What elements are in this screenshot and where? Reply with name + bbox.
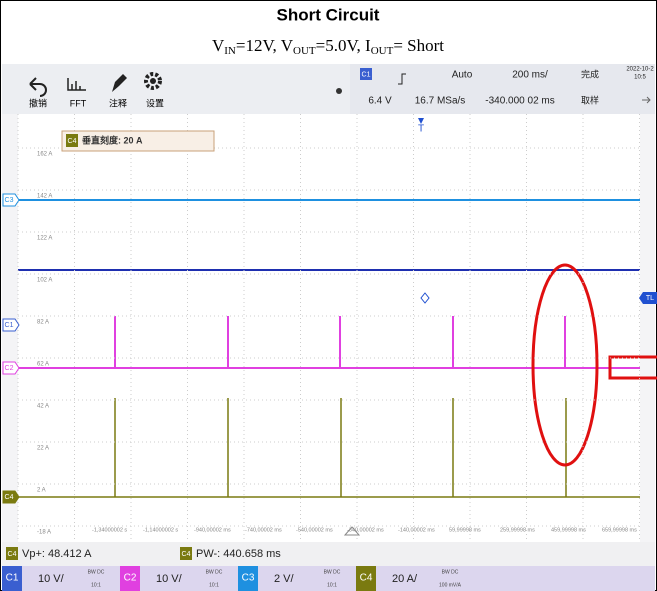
subtitle-sub: OUT — [371, 45, 394, 57]
channel-marker-label: C1 — [5, 322, 14, 329]
status-dot — [336, 88, 342, 94]
x-label: -1,14000002 s — [143, 527, 178, 533]
y-label: 22 A — [37, 446, 49, 452]
y-label: 162 A — [37, 152, 52, 158]
y-label: -18 A — [37, 530, 51, 536]
channel-name[interactable]: C4 — [360, 573, 373, 584]
subtitle: VIN=12V, VOUT=5.0V, IOUT= Short — [212, 36, 444, 57]
y-label: 102 A — [37, 278, 52, 284]
subtitle-part: V — [212, 36, 225, 55]
channel-scale[interactable]: 20 A/ — [392, 573, 418, 585]
y-label: 2 A — [37, 488, 46, 494]
toolbar-button[interactable]: FFT — [70, 98, 87, 108]
y-label: 122 A — [37, 236, 52, 242]
subtitle-part: =5.0V, I — [316, 36, 371, 55]
measure-text: Vp+: 48.412 A — [22, 548, 92, 560]
right-marker-label: TL — [646, 295, 654, 302]
channel-marker-label: C3 — [5, 197, 14, 204]
subtitle-sub: IN — [224, 45, 236, 57]
screen — [18, 114, 640, 542]
channel-coupling: BW DC — [324, 569, 341, 575]
status-delay: -340.000 02 ms — [485, 96, 555, 107]
channel-scale[interactable]: 2 V/ — [274, 573, 295, 585]
channel-name[interactable]: C2 — [124, 573, 137, 584]
status-trigger-mode: Auto — [452, 70, 473, 81]
toolbar-button[interactable]: 撤销 — [29, 97, 47, 108]
status-acquisition: 取样 — [581, 94, 599, 105]
channel-marker-label: C2 — [5, 365, 14, 372]
measure-channel: C4 — [182, 551, 191, 558]
status-trigger-level: 6.4 V — [368, 96, 392, 107]
x-label: 459,99998 ms — [551, 527, 586, 533]
settings-icon — [150, 78, 156, 84]
subtitle-part: = Short — [393, 36, 444, 55]
subtitle-part: =12V, V — [236, 36, 294, 55]
y-label: 62 A — [37, 362, 49, 368]
trigger-marker: T — [418, 124, 424, 135]
x-label: 259,99998 ms — [500, 527, 535, 533]
channel-coupling: BW DC — [88, 569, 105, 575]
y-label: 82 A — [37, 320, 49, 326]
page: {"header": {"title": "Short Circuit", "s… — [0, 0, 657, 591]
x-label: 659,99998 ms — [602, 527, 637, 533]
screen-bg — [18, 114, 640, 542]
toolbar-button[interactable]: 注释 — [109, 97, 127, 108]
channel-probe: 10:1 — [327, 582, 337, 588]
x-label: -340,00002 ms — [347, 527, 384, 533]
channel-coupling: BW DC — [442, 569, 459, 575]
status-date: 2022-10-2 — [626, 67, 654, 73]
subtitle-sub: OUT — [293, 45, 316, 57]
channel-name[interactable]: C1 — [6, 573, 19, 584]
channel-probe: 100 mV/A — [439, 582, 462, 588]
title: Short Circuit — [277, 5, 380, 24]
channel-marker-label: C4 — [5, 494, 14, 501]
channel-coupling: BW DC — [206, 569, 223, 575]
status-time: 10:5 — [634, 75, 646, 81]
status-channel: C1 — [362, 71, 371, 78]
scale-box-text: 垂直刻度: 20 A — [82, 134, 143, 145]
channel-scale[interactable]: 10 V/ — [38, 573, 65, 585]
status-timebase: 200 ms/ — [512, 70, 548, 81]
channel-probe: 10:1 — [91, 582, 101, 588]
x-label: 59,99998 ms — [449, 527, 481, 533]
y-label: 142 A — [37, 194, 52, 200]
x-label: -740,00002 ms — [245, 527, 282, 533]
x-label: -1,34000002 s — [92, 527, 127, 533]
x-label: -540,00002 ms — [296, 527, 333, 533]
scale-box-channel: C4 — [68, 138, 77, 145]
channel-probe: 10:1 — [209, 582, 219, 588]
status-sample-rate: 16.7 MSa/s — [415, 96, 466, 107]
toolbar-button[interactable]: 设置 — [146, 98, 164, 108]
measure-channel: C4 — [8, 551, 17, 558]
x-label: -140,00002 ms — [398, 527, 435, 533]
measure-bar — [2, 542, 655, 566]
channel-scale[interactable]: 10 V/ — [156, 573, 183, 585]
channel-name[interactable]: C3 — [242, 573, 255, 584]
figure: Short Circuit VIN=12V, VOUT=5.0V, IOUT= … — [0, 0, 657, 591]
status-state: 完成 — [581, 68, 599, 79]
measure-text: PW-: 440.658 ms — [196, 548, 281, 560]
y-label: 42 A — [37, 404, 49, 410]
x-label: -940,00002 ms — [194, 527, 231, 533]
